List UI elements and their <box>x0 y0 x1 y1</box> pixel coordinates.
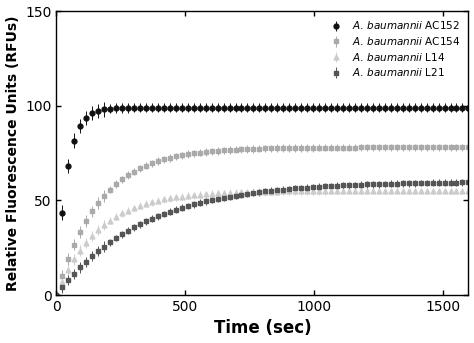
X-axis label: Time (sec): Time (sec) <box>214 319 311 338</box>
Legend: $\mathit{A.\/baumannii}$ AC152, $\mathit{A.\/baumannii}$ AC154, $\mathit{A.\/bau: $\mathit{A.\/baumannii}$ AC152, $\mathit… <box>322 16 463 81</box>
Y-axis label: Relative Fluorescence Units (RFUs): Relative Fluorescence Units (RFUs) <box>6 15 19 291</box>
